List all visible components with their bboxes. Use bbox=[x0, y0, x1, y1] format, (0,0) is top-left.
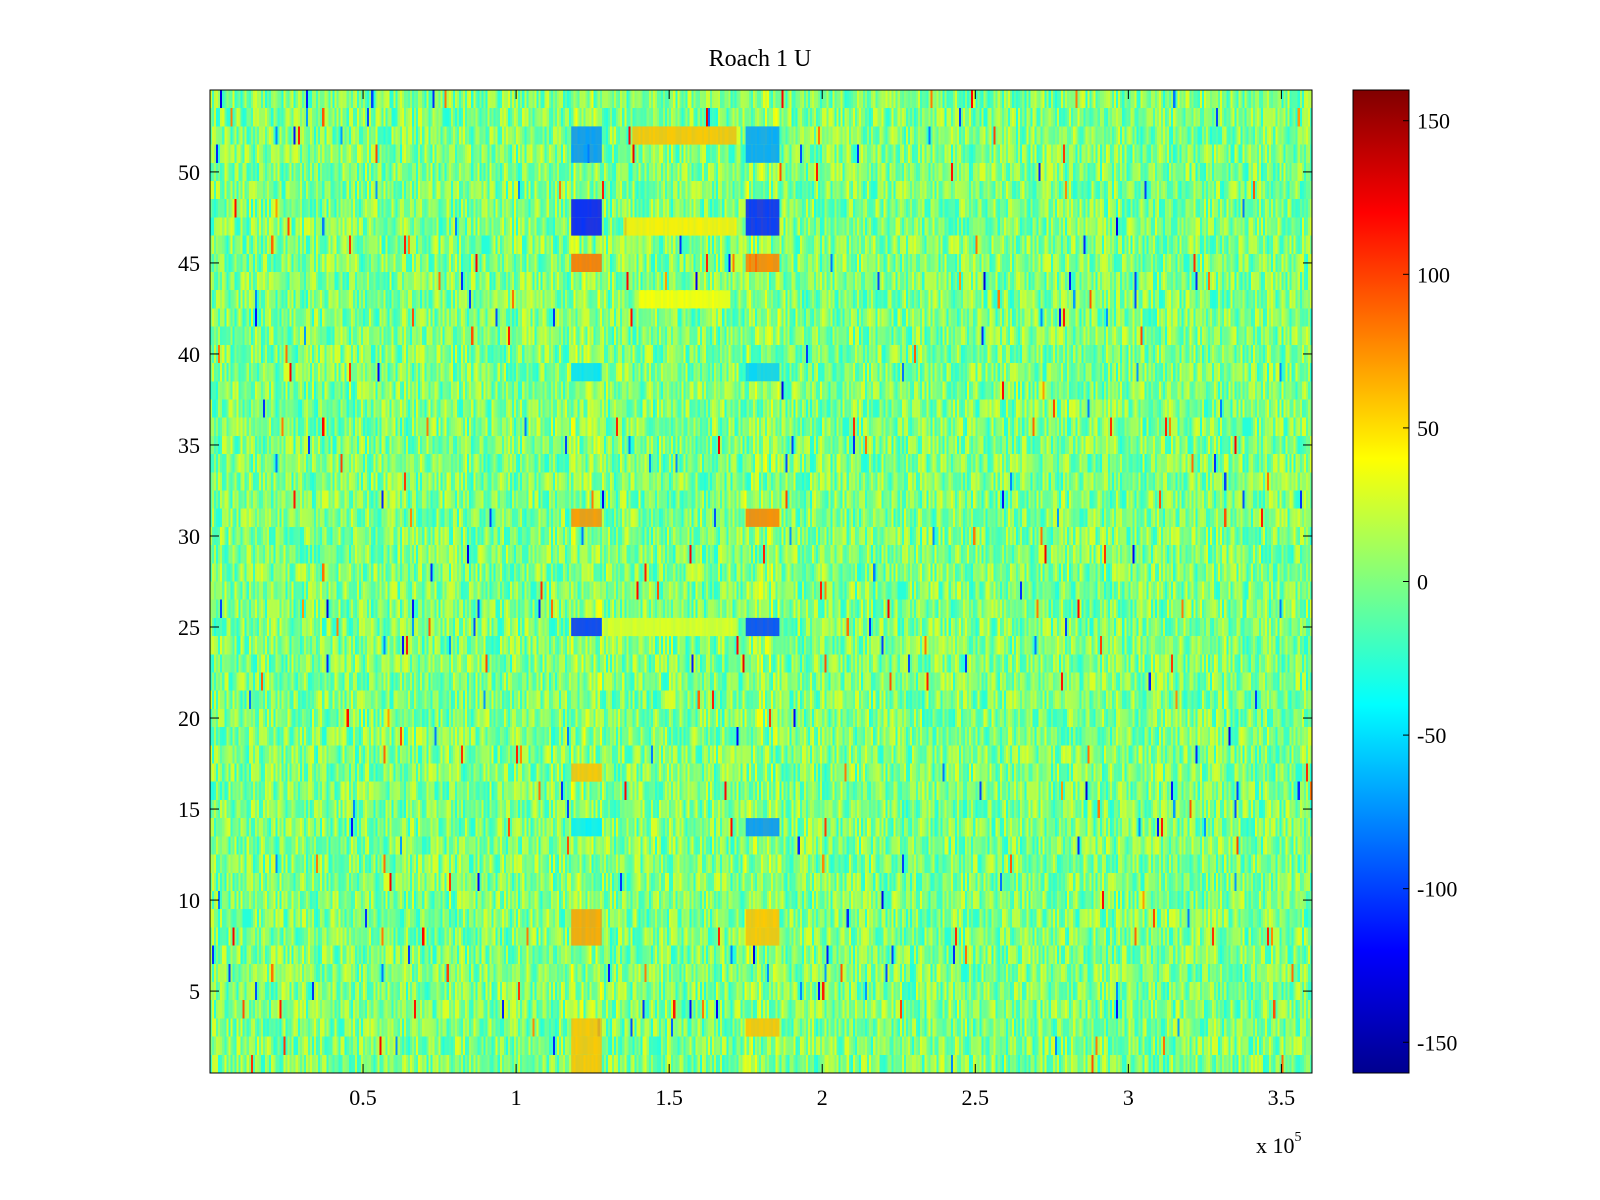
heatmap-feature-cell bbox=[745, 363, 780, 382]
colorbar-tick-label: -50 bbox=[1417, 723, 1446, 748]
heatmap-feature-cell bbox=[571, 363, 602, 382]
heatmap-feature-cell bbox=[571, 763, 602, 782]
x-tick-label: 2 bbox=[817, 1085, 828, 1110]
heatmap-feature-cell bbox=[571, 818, 602, 837]
heatmap-feature-cell bbox=[745, 617, 780, 637]
heatmap-feature-cell bbox=[571, 1018, 602, 1037]
heatmap-feature-cell bbox=[571, 217, 602, 236]
heatmap-feature-cell bbox=[638, 290, 731, 309]
heatmap-feature-cell bbox=[571, 199, 602, 218]
heatmap-feature-cell bbox=[571, 144, 602, 163]
x-multiplier-base: x 10 bbox=[1256, 1133, 1295, 1158]
heatmap-feature-cell bbox=[745, 818, 780, 837]
colorbar-tick-label: 0 bbox=[1417, 570, 1428, 595]
heatmap-feature-cell bbox=[745, 508, 780, 527]
heatmap-feature-cell bbox=[571, 1054, 602, 1073]
heatmap-feature-cell bbox=[745, 253, 780, 272]
heatmap-feature-cell bbox=[745, 927, 780, 946]
heatmap-features bbox=[571, 126, 780, 1073]
heatmap-feature-cell bbox=[571, 253, 602, 272]
heatmap-feature-cell bbox=[571, 909, 602, 928]
heatmap-feature-cell bbox=[571, 126, 602, 145]
y-tick-label: 15 bbox=[178, 797, 200, 822]
y-tick-label: 10 bbox=[178, 888, 200, 913]
y-tick-label: 20 bbox=[178, 706, 200, 731]
x-tick-label: 1.5 bbox=[655, 1085, 683, 1110]
y-tick-label: 40 bbox=[178, 342, 200, 367]
plot-frame bbox=[209, 89, 1313, 1074]
heatmap-feature-cell bbox=[745, 909, 780, 928]
x-tick-label: 1 bbox=[511, 1085, 522, 1110]
colorbar-tick-label: -150 bbox=[1417, 1030, 1457, 1055]
heatmap-feature-cell bbox=[571, 927, 602, 946]
x-axis: 0.5 1 1.5 2 2.5 3 3.5 bbox=[349, 90, 1295, 1110]
colorbar-tick-label: 100 bbox=[1417, 262, 1450, 287]
y-tick-label: 45 bbox=[178, 251, 200, 276]
heatmap-feature-cell bbox=[745, 126, 780, 145]
colorbar-tick-label: -100 bbox=[1417, 877, 1457, 902]
colorbar bbox=[1352, 89, 1410, 1074]
heatmap-feature-cell bbox=[745, 217, 780, 236]
colorbar-tick-label: 50 bbox=[1417, 416, 1439, 441]
x-multiplier: x 105 bbox=[1256, 1130, 1302, 1158]
x-tick-label: 3 bbox=[1123, 1085, 1134, 1110]
y-tick-label: 50 bbox=[178, 160, 200, 185]
heatmap-feature-cell bbox=[745, 199, 780, 218]
heatmap-feature-cell bbox=[632, 126, 737, 145]
heatmap-feature-cell bbox=[607, 617, 737, 637]
y-axis: 5 10 15 20 25 30 35 40 45 50 bbox=[178, 160, 1312, 1004]
x-multiplier-exponent: 5 bbox=[1295, 1130, 1302, 1145]
colorbar-axis: 150 100 50 0 -50 -100 -150 bbox=[1403, 109, 1457, 1055]
y-tick-label: 5 bbox=[189, 979, 200, 1004]
y-tick-label: 30 bbox=[178, 524, 200, 549]
heatmap-feature-cell bbox=[571, 1036, 602, 1055]
heatmap-feature-cell bbox=[571, 508, 602, 527]
y-tick-label: 25 bbox=[178, 615, 200, 640]
heatmap-feature-cell bbox=[571, 617, 602, 637]
x-tick-label: 2.5 bbox=[962, 1085, 990, 1110]
heatmap-feature-cell bbox=[623, 217, 737, 236]
y-tick-label: 35 bbox=[178, 433, 200, 458]
x-tick-label: 3.5 bbox=[1268, 1085, 1296, 1110]
chart-title: Roach 1 U bbox=[709, 46, 812, 72]
colorbar-tick-label: 150 bbox=[1417, 109, 1450, 134]
heatmap-feature-cell bbox=[745, 1018, 780, 1037]
x-tick-label: 0.5 bbox=[349, 1085, 377, 1110]
heatmap-feature-cell bbox=[745, 144, 780, 163]
